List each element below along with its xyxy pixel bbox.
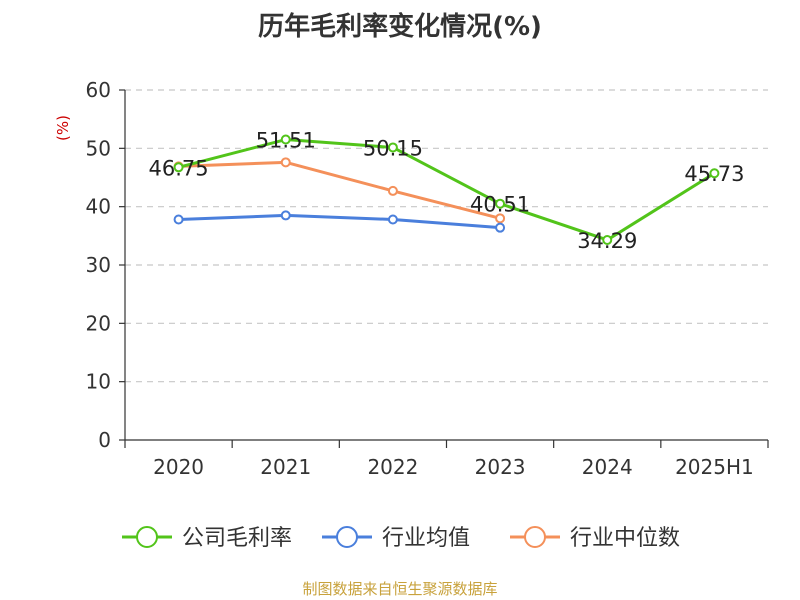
data-label: 45.73 [684, 162, 744, 186]
data-point [495, 222, 506, 233]
y-tick-label: 30 [86, 253, 111, 277]
data-point [280, 134, 291, 145]
data-point [173, 162, 184, 173]
series-line [178, 213, 501, 230]
data-point [173, 214, 184, 225]
series-0 [173, 134, 720, 245]
grid-lines [125, 89, 768, 383]
data-point [709, 168, 720, 179]
data-label: 46.75 [149, 156, 209, 180]
data-point [280, 157, 291, 168]
axes: 0 10 20 30 40 50 60 2020 2021 2022 2023 2024 2025H1 (… [54, 78, 769, 479]
data-label: 40.51 [470, 193, 530, 217]
y-tick-label: 20 [86, 311, 111, 335]
x-tick-label: 2021 [260, 455, 311, 479]
series-line [178, 138, 716, 242]
x-tick-label: 2025H1 [675, 455, 754, 479]
y-tick-label: 60 [86, 78, 111, 102]
legend-label: 行业均值 [382, 526, 470, 551]
y-axis-label: (%) [54, 115, 72, 141]
data-label: 51.51 [256, 129, 316, 153]
y-tick-label: 50 [86, 136, 111, 160]
data-point [602, 234, 613, 245]
data-point [280, 210, 291, 221]
series-line [178, 160, 501, 220]
series-2 [173, 157, 506, 224]
legend-item-1: 行业均值 [322, 526, 470, 551]
y-tick-label: 0 [98, 428, 111, 452]
y-tick-label: 40 [86, 195, 111, 219]
legend-label: 公司毛利率 [182, 526, 292, 551]
data-labels: 46.75 51.51 50.15 40.51 34.29 45.73 [149, 129, 745, 253]
data-point [495, 213, 506, 224]
legend-label: 行业中位数 [570, 526, 680, 551]
data-point [387, 142, 398, 153]
x-tick-label: 2023 [475, 455, 526, 479]
x-tick-label: 2024 [582, 455, 633, 479]
chart-title: 历年毛利率变化情况(%) [258, 12, 542, 42]
legend: 公司毛利率 行业均值 行业中位数 [122, 526, 680, 551]
source-note: 制图数据来自恒生聚源数据库 [302, 580, 498, 598]
series-lines [173, 134, 720, 245]
legend-marker [524, 526, 546, 548]
series-1 [173, 210, 506, 233]
data-point [387, 214, 398, 225]
x-tick-label: 2020 [153, 455, 204, 479]
data-point [387, 185, 398, 196]
y-tick-label: 10 [86, 370, 111, 394]
legend-marker [336, 526, 358, 548]
legend-item-2: 行业中位数 [510, 526, 680, 551]
x-tick-label: 2022 [367, 455, 418, 479]
legend-item-0: 公司毛利率 [122, 526, 292, 551]
data-label: 50.15 [363, 136, 423, 160]
data-point [495, 198, 506, 209]
data-label: 34.29 [577, 229, 637, 253]
legend-marker [136, 526, 158, 548]
